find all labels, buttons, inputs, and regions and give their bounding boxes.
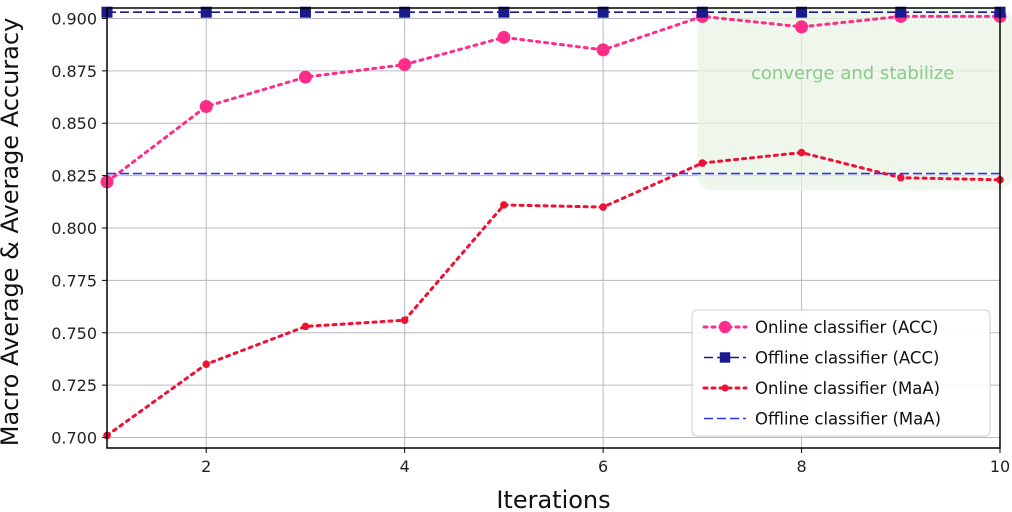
y-tick-label: 0.825 (51, 167, 97, 186)
x-tick-label: 8 (796, 457, 806, 476)
data-point (596, 43, 610, 57)
x-tick-label: 10 (990, 457, 1010, 476)
x-tick-label: 6 (598, 457, 608, 476)
series-group (100, 6, 1007, 440)
tick-labels: 2 4 6 8 10 0.700 0.725 0.750 0.775 0.800 0.825 0.85… (51, 9, 1010, 476)
data-point (721, 384, 729, 392)
data-point (497, 30, 511, 44)
series-line (105, 14, 1002, 184)
data-point (299, 6, 311, 18)
legend-item: Online classifier (ACC) (702, 318, 939, 337)
series-online-classifier-maa (103, 148, 1004, 440)
data-point (301, 322, 310, 331)
y-tick-label: 0.750 (51, 324, 97, 343)
series-line (105, 151, 1002, 437)
data-point (200, 6, 212, 18)
legend-box (691, 309, 991, 437)
data-point (719, 352, 731, 363)
data-point (597, 6, 609, 18)
data-point (199, 99, 213, 113)
legend-label: Online classifier (ACC) (755, 318, 939, 337)
data-point (796, 6, 808, 18)
annotation-box (697, 8, 1012, 191)
y-tick-label: 0.700 (51, 429, 97, 448)
data-point (202, 360, 211, 368)
legend: Online classifier (ACC) Offline classifie… (691, 309, 991, 437)
data-point (599, 203, 607, 211)
y-tick-label: 0.875 (51, 62, 97, 81)
y-tick-label: 0.900 (51, 9, 97, 28)
data-point (896, 173, 905, 182)
x-tick-label: 2 (201, 457, 211, 476)
data-point (696, 6, 708, 18)
stabilize-annotation: converge and stabilize (697, 8, 1012, 191)
data-point (398, 58, 412, 72)
data-point (797, 148, 806, 157)
legend-label: Offline classifier (ACC) (755, 349, 939, 368)
y-tick-label: 0.800 (51, 219, 97, 238)
legend-item: Online classifier (MaA) (702, 379, 940, 398)
data-point (498, 6, 510, 18)
y-tick-label: 0.850 (51, 114, 97, 133)
legend-item: Offline classifier (ACC) (704, 349, 939, 368)
y-axis-label: Macro Average & Average Accuracy (0, 18, 24, 447)
data-point (400, 316, 409, 324)
x-tick-label: 4 (400, 457, 410, 476)
annotation-text: converge and stabilize (751, 63, 954, 84)
data-point (895, 6, 907, 18)
data-point (399, 6, 411, 18)
data-point (795, 20, 809, 34)
y-tick-label: 0.775 (51, 271, 97, 290)
data-point (298, 70, 312, 84)
legend-label: Online classifier (MaA) (755, 379, 940, 398)
data-point (698, 159, 707, 167)
x-axis-label: Iterations (496, 486, 610, 512)
legend-label: Offline classifier (MaA) (755, 410, 941, 429)
y-tick-label: 0.725 (51, 376, 97, 395)
legend-item: Offline classifier (MaA) (704, 410, 941, 429)
data-point (500, 201, 508, 209)
data-point (718, 320, 732, 334)
